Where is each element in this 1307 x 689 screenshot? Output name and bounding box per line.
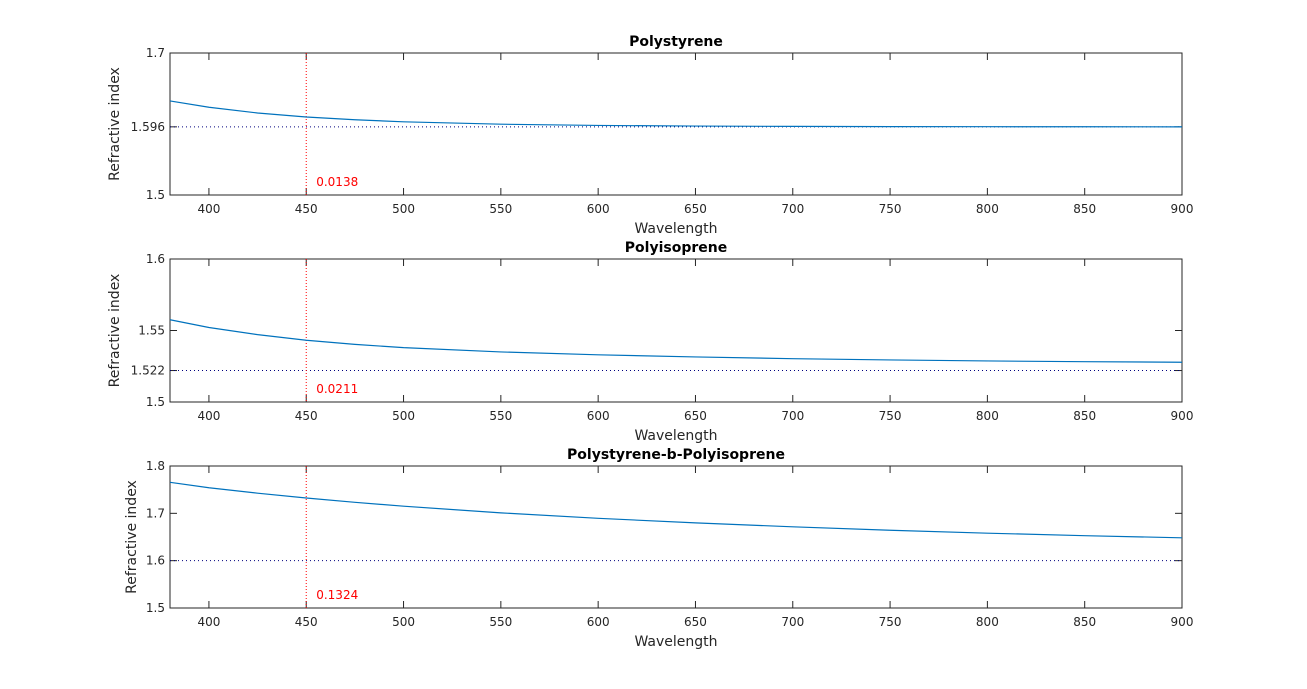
chart-3: 400 450 500 550 600 650 700 750 800 850 900 1.5 1.6 1… xyxy=(124,447,1193,650)
chart-3-axes-box xyxy=(169,465,1183,609)
chart-2-ytick-label: 1.5 xyxy=(146,395,165,409)
chart-3-ytick-label: 1.8 xyxy=(146,459,165,473)
chart-3-xtick-label: 750 xyxy=(879,615,902,629)
chart-2-xtick-label: 500 xyxy=(392,409,415,423)
chart-1-xtick-label: 450 xyxy=(295,202,318,216)
chart-3-xtick-label: 700 xyxy=(781,615,804,629)
chart-3-series-line xyxy=(169,481,1183,539)
chart-1: 400 450 500 550 600 650 700 750 800 850 900 1.5 1.59… xyxy=(107,34,1193,237)
chart-3-xtick-label: 900 xyxy=(1171,615,1194,629)
chart-2-xtick-label: 750 xyxy=(879,409,902,423)
chart-2-ytick-label: 1.55 xyxy=(138,324,165,338)
chart-1-xtick-label: 650 xyxy=(684,202,707,216)
chart-1-ytick-label: 1.7 xyxy=(146,46,165,60)
chart-2-xtick-label: 900 xyxy=(1171,409,1194,423)
chart-1-xtick-label: 400 xyxy=(197,202,220,216)
chart-2-xtick-label: 650 xyxy=(684,409,707,423)
chart-3-xtick-label: 400 xyxy=(197,615,220,629)
chart-3-xlabel: Wavelength xyxy=(634,634,717,650)
chart-1-xtick-label: 700 xyxy=(781,202,804,216)
chart-1-title: Polystyrene xyxy=(629,34,723,50)
chart-2-xtick-label: 550 xyxy=(489,409,512,423)
chart-3-annotation: 0.1324 xyxy=(316,588,358,602)
chart-3-xtick-label: 500 xyxy=(392,615,415,629)
chart-1-xlabel: Wavelength xyxy=(634,221,717,237)
chart-1-annotation: 0.0138 xyxy=(316,175,358,189)
chart-2-series-line xyxy=(169,319,1183,363)
chart-1-xtick-label: 800 xyxy=(976,202,999,216)
chart-3-xtick-label: 650 xyxy=(684,615,707,629)
chart-3-xtick-label: 550 xyxy=(489,615,512,629)
chart-2-title: Polyisoprene xyxy=(625,240,727,256)
chart-3-xtick-label: 450 xyxy=(295,615,318,629)
chart-2-xtick-label: 400 xyxy=(197,409,220,423)
chart-3-xtick-label: 850 xyxy=(1073,615,1096,629)
chart-1-ylabel: Refractive index xyxy=(107,67,123,181)
chart-2-xtick-label: 600 xyxy=(587,409,610,423)
chart-2-xlabel: Wavelength xyxy=(634,428,717,444)
chart-3-title: Polystyrene-b-Polyisoprene xyxy=(567,447,785,463)
chart-1-xtick-label: 850 xyxy=(1073,202,1096,216)
chart-2-axes-box xyxy=(169,258,1183,403)
chart-1-axes-box xyxy=(169,52,1183,196)
chart-1-xtick-label: 600 xyxy=(587,202,610,216)
chart-1-xtick-label: 550 xyxy=(489,202,512,216)
chart-1-ytick-label: 1.596 xyxy=(131,120,165,134)
chart-2-annotation: 0.0211 xyxy=(316,382,358,396)
chart-2-xtick-label: 450 xyxy=(295,409,318,423)
chart-1-xtick-label: 900 xyxy=(1171,202,1194,216)
chart-2-xtick-label: 700 xyxy=(781,409,804,423)
chart-3-ylabel: Refractive index xyxy=(124,480,140,594)
chart-2-xtick-label: 800 xyxy=(976,409,999,423)
chart-2: 400 450 500 550 600 650 700 750 800 850 900 1.5 1.52… xyxy=(107,240,1193,444)
chart-3-ytick-label: 1.7 xyxy=(146,506,165,520)
chart-3-ytick-label: 1.5 xyxy=(146,601,165,615)
chart-3-xtick-label: 800 xyxy=(976,615,999,629)
chart-2-ylabel: Refractive index xyxy=(107,274,123,388)
chart-1-xtick-label: 750 xyxy=(879,202,902,216)
chart-1-series-line xyxy=(169,100,1183,128)
chart-2-ytick-label: 1.522 xyxy=(131,364,165,378)
chart-2-ytick-label: 1.6 xyxy=(146,252,165,266)
chart-2-xtick-label: 850 xyxy=(1073,409,1096,423)
chart-3-ytick-label: 1.6 xyxy=(146,554,165,568)
chart-1-ytick-label: 1.5 xyxy=(146,188,165,202)
chart-1-xtick-label: 500 xyxy=(392,202,415,216)
chart-3-xtick-label: 600 xyxy=(587,615,610,629)
